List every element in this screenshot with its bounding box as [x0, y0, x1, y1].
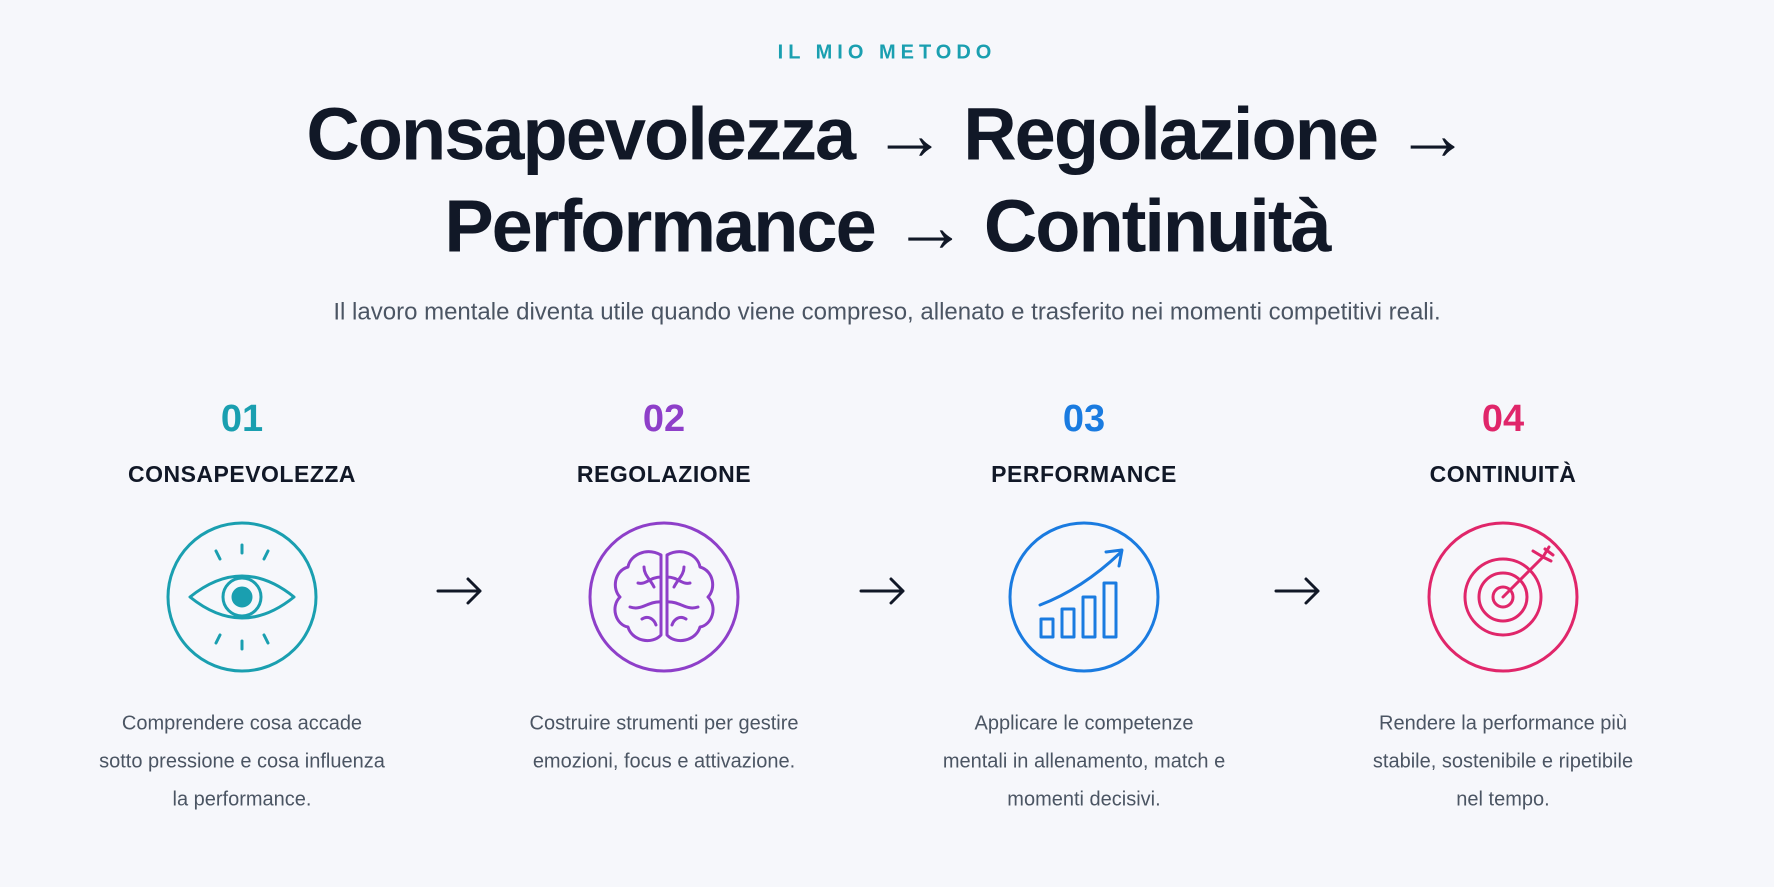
step-number: 04 [1482, 398, 1524, 440]
step-number: 01 [221, 398, 263, 440]
title-line: Performance → Continuità [444, 185, 1332, 268]
step-description: Comprendere cosa accade [122, 712, 362, 734]
step-description: Costruire strumenti per gestire [530, 712, 799, 734]
target-icon [1427, 521, 1579, 673]
brain-icon [588, 521, 740, 673]
step-description: Applicare le competenze [974, 712, 1193, 734]
step-description: emozioni, focus e attivazione. [533, 750, 795, 772]
title-line: Consapevolezza → Regolazione → [306, 93, 1467, 176]
flow-arrow [1274, 577, 1320, 605]
step-description: Rendere la performance più [1379, 712, 1627, 734]
flow-arrow [859, 577, 905, 605]
step-title: PERFORMANCE [991, 461, 1177, 487]
step-description: mentali in allenamento, match e [943, 750, 1225, 772]
step-description: la performance. [173, 788, 312, 810]
subtitle: Il lavoro mentale diventa utile quando v… [333, 298, 1440, 325]
step-number: 02 [643, 398, 685, 440]
step-title: CONSAPEVOLEZZA [128, 461, 356, 487]
step-description: stabile, sostenibile e ripetibile [1373, 750, 1633, 772]
step-title: CONTINUITÀ [1430, 460, 1577, 487]
flow-arrow [436, 577, 482, 605]
eye-icon [166, 521, 318, 673]
step-description: nel tempo. [1456, 788, 1549, 810]
growth-chart-icon [1008, 521, 1160, 673]
eyebrow: IL MIO METODO [778, 41, 997, 63]
step-description: momenti decisivi. [1007, 788, 1160, 810]
step-title: REGOLAZIONE [577, 461, 751, 487]
step-description: sotto pressione e cosa influenza [99, 750, 386, 772]
step-number: 03 [1063, 398, 1105, 440]
